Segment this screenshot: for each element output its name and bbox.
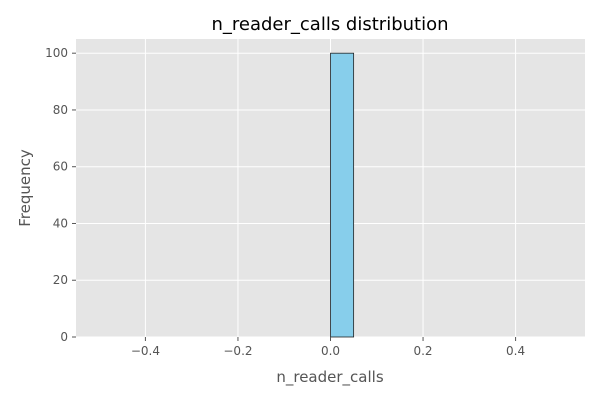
- chart-title: n_reader_calls distribution: [211, 14, 448, 35]
- y-tick-label: 100: [45, 46, 68, 60]
- y-tick-label: 20: [53, 273, 68, 287]
- x-tick-label: 0.2: [413, 344, 432, 358]
- x-tick-label: −0.4: [131, 344, 160, 358]
- y-tick-label: 60: [53, 160, 68, 174]
- x-tick-label: 0.4: [506, 344, 525, 358]
- y-tick-label: 80: [53, 103, 68, 117]
- y-tick-label: 40: [53, 216, 68, 230]
- x-tick-label: −0.2: [223, 344, 252, 358]
- y-tick-label: 0: [60, 330, 68, 344]
- x-axis-label: n_reader_calls: [276, 368, 383, 387]
- y-axis-ticks: 0 20 40 60 80 100: [45, 46, 76, 344]
- histogram-bar: [330, 52, 355, 338]
- x-axis-ticks: −0.4 −0.2 0.0 0.2 0.4: [131, 337, 525, 358]
- y-axis-label: Frequency: [16, 149, 34, 227]
- x-tick-label: 0.0: [321, 344, 340, 358]
- bars-group: [330, 52, 355, 338]
